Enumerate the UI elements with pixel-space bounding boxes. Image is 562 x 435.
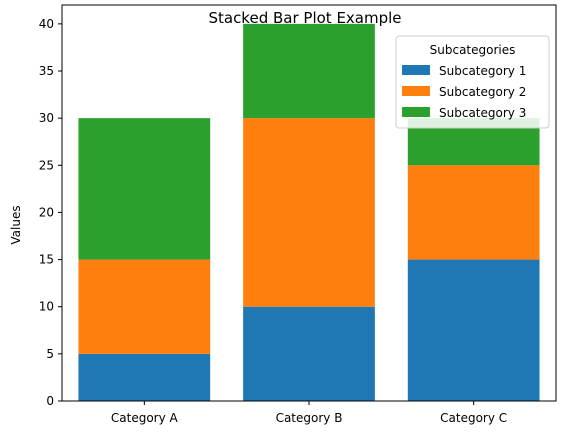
x-tick-label: Category A xyxy=(111,411,179,425)
x-axis: Category A Category B Category C xyxy=(111,401,507,425)
y-axis: 0 5 10 15 20 25 30 35 40 xyxy=(39,17,62,408)
bar-segment xyxy=(407,259,540,401)
legend-swatch xyxy=(402,107,430,117)
y-tick-label: 15 xyxy=(39,253,54,267)
legend-title: Subcategories xyxy=(430,43,516,57)
chart-title: Stacked Bar Plot Example xyxy=(208,9,401,27)
legend-label: Subcategory 1 xyxy=(439,64,526,78)
bar-segment xyxy=(78,259,211,354)
y-tick-label: 25 xyxy=(39,158,54,172)
y-axis-label: Values xyxy=(9,205,23,244)
y-tick-label: 0 xyxy=(46,394,54,408)
x-tick-label: Category B xyxy=(276,411,343,425)
bars-layer xyxy=(78,23,540,401)
bar-segment xyxy=(78,118,211,260)
legend-box xyxy=(395,35,550,129)
y-tick-label: 40 xyxy=(39,17,54,31)
bar-segment xyxy=(243,118,375,307)
legend: Subcategories Subcategory 1 Subcategory 2 S… xyxy=(395,35,550,129)
y-tick-label: 10 xyxy=(39,300,54,314)
bar-segment xyxy=(78,353,211,401)
y-tick-label: 5 xyxy=(46,347,54,361)
legend-label: Subcategory 3 xyxy=(439,106,526,120)
bar-segment xyxy=(407,165,540,260)
legend-label: Subcategory 2 xyxy=(439,85,526,99)
y-tick-label: 35 xyxy=(39,64,54,78)
y-tick-label: 30 xyxy=(39,111,54,125)
bar-segment xyxy=(243,306,375,401)
legend-swatch xyxy=(402,86,430,96)
bar-segment xyxy=(243,23,375,119)
legend-swatch xyxy=(402,65,430,75)
x-tick-label: Category C xyxy=(440,411,507,425)
y-tick-label: 20 xyxy=(39,205,54,219)
